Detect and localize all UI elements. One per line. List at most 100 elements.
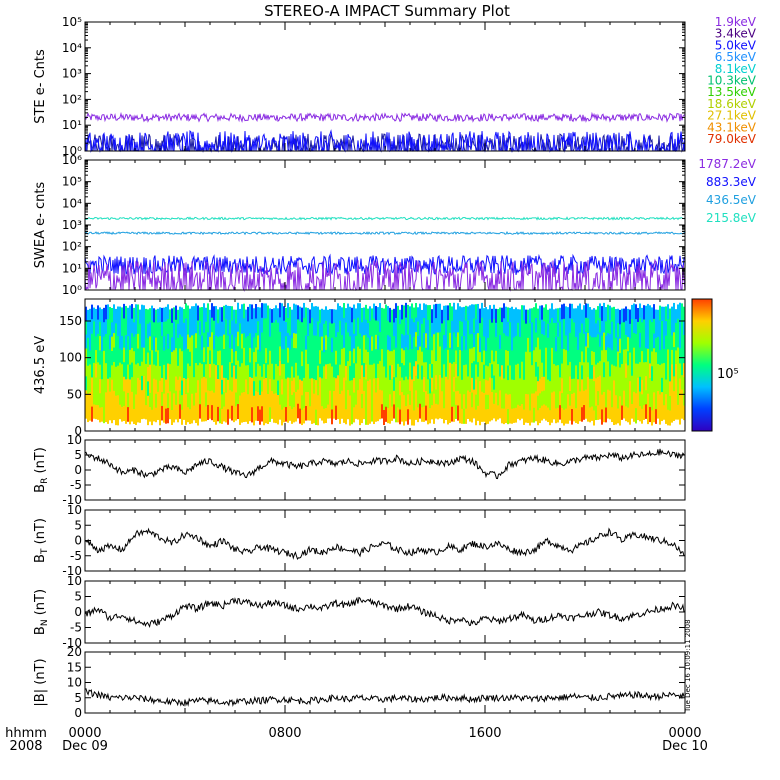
heatmap-cell xyxy=(229,320,231,335)
heatmap-cell xyxy=(275,378,277,394)
heatmap-cell xyxy=(423,362,425,378)
heatmap-cell xyxy=(387,320,389,336)
heatmap-cell xyxy=(603,302,605,319)
heatmap-cell xyxy=(205,364,207,379)
heatmap-cell xyxy=(235,309,237,325)
heatmap-cell xyxy=(153,322,155,337)
heatmap-cell xyxy=(247,394,249,410)
heatmap-cell xyxy=(403,410,405,426)
heatmap-cell xyxy=(159,336,161,352)
heatmap-cell xyxy=(603,392,605,408)
heatmap-cell xyxy=(605,407,607,423)
heatmap-cell xyxy=(281,318,283,335)
heatmap-cell xyxy=(351,322,353,338)
heatmap-cell xyxy=(481,391,483,408)
heatmap-cell xyxy=(557,379,559,395)
heatmap-cell xyxy=(285,307,287,323)
heatmap-cell xyxy=(367,366,369,382)
heatmap-cell xyxy=(103,408,105,424)
heatmap-cell xyxy=(405,391,407,407)
heatmap-cell xyxy=(605,378,607,394)
heatmap-cell xyxy=(259,322,261,338)
y-axis-label-main: |B| xyxy=(33,689,48,707)
heatmap-cell xyxy=(665,350,667,366)
heatmap-cell xyxy=(231,391,233,407)
heatmap-cell xyxy=(255,347,257,363)
heatmap-cell xyxy=(305,321,307,337)
heatmap-cell xyxy=(579,406,581,422)
y-tick-label: 10³ xyxy=(62,67,82,81)
heatmap-cell xyxy=(389,408,391,424)
heatmap-cell xyxy=(355,363,357,378)
heatmap-cell xyxy=(249,391,251,407)
heatmap-cell xyxy=(181,395,183,411)
heatmap-cell xyxy=(349,321,351,337)
heatmap-cell xyxy=(301,307,303,323)
heatmap-cell xyxy=(155,309,157,325)
y-tick-label: 10⁴ xyxy=(62,196,82,210)
heatmap-cell xyxy=(165,335,167,351)
heatmap-cell xyxy=(219,379,221,395)
heatmap-cell xyxy=(533,379,535,394)
heatmap-cell xyxy=(365,379,367,395)
heatmap-cell xyxy=(343,392,345,408)
heatmap-cell xyxy=(469,377,471,393)
y-axis-label-sub: N xyxy=(40,619,50,626)
heatmap-cell xyxy=(215,394,217,410)
heatmap-cell xyxy=(449,392,451,409)
heatmap-cell xyxy=(501,350,503,366)
heatmap-cell xyxy=(457,390,459,406)
heatmap-cell xyxy=(463,408,465,424)
heatmap-cell xyxy=(287,332,289,349)
heatmap-cell xyxy=(475,334,477,350)
heatmap-cell xyxy=(513,365,515,381)
heatmap-cell xyxy=(265,318,267,334)
heatmap-cell xyxy=(101,323,103,338)
heatmap-cell xyxy=(619,367,621,383)
heatmap-cell xyxy=(659,305,661,321)
heatmap-cell xyxy=(631,404,633,419)
heatmap-cell xyxy=(147,338,149,354)
heatmap-cell xyxy=(663,391,665,406)
heatmap-cell xyxy=(183,350,185,365)
heatmap-cell xyxy=(393,363,395,378)
heatmap-cell xyxy=(259,336,261,352)
heatmap-cell xyxy=(621,308,623,324)
heatmap-cell xyxy=(263,409,265,426)
heatmap-cell xyxy=(627,365,629,380)
heatmap-cell xyxy=(89,308,91,324)
heatmap-cell xyxy=(243,377,245,393)
heatmap-cell xyxy=(477,333,479,349)
heatmap-cell xyxy=(257,406,259,421)
heatmap-cell xyxy=(331,337,333,353)
heatmap-cell xyxy=(521,389,523,405)
heatmap-cell xyxy=(655,380,657,396)
legend-entry: 1787.2eV xyxy=(698,157,756,171)
heatmap-cell xyxy=(609,333,611,349)
heatmap-cell xyxy=(103,393,105,409)
heatmap-cell xyxy=(85,362,87,377)
heatmap-cell xyxy=(629,366,631,382)
heatmap-cell xyxy=(631,375,633,391)
heatmap-cell xyxy=(125,364,127,380)
heatmap-cell xyxy=(93,335,95,350)
heatmap-cell xyxy=(189,351,191,367)
heatmap-cell xyxy=(461,379,463,395)
heatmap-cell xyxy=(267,408,269,425)
heatmap-cell xyxy=(313,408,315,424)
heatmap-cell xyxy=(339,379,341,395)
heatmap-cell xyxy=(309,337,311,352)
heatmap-cell xyxy=(379,375,381,391)
heatmap-cell xyxy=(495,350,497,366)
heatmap-cell xyxy=(451,349,453,365)
heatmap-cell xyxy=(515,336,517,351)
heatmap-cell xyxy=(461,408,463,424)
heatmap-cell xyxy=(585,360,587,376)
heatmap-cell xyxy=(149,322,151,337)
heatmap-cell xyxy=(455,309,457,324)
heatmap-cell xyxy=(509,322,511,338)
heatmap-cell xyxy=(347,361,349,377)
heatmap-cell xyxy=(393,390,395,405)
heatmap-cell xyxy=(333,336,335,351)
heatmap-cell xyxy=(129,364,131,380)
